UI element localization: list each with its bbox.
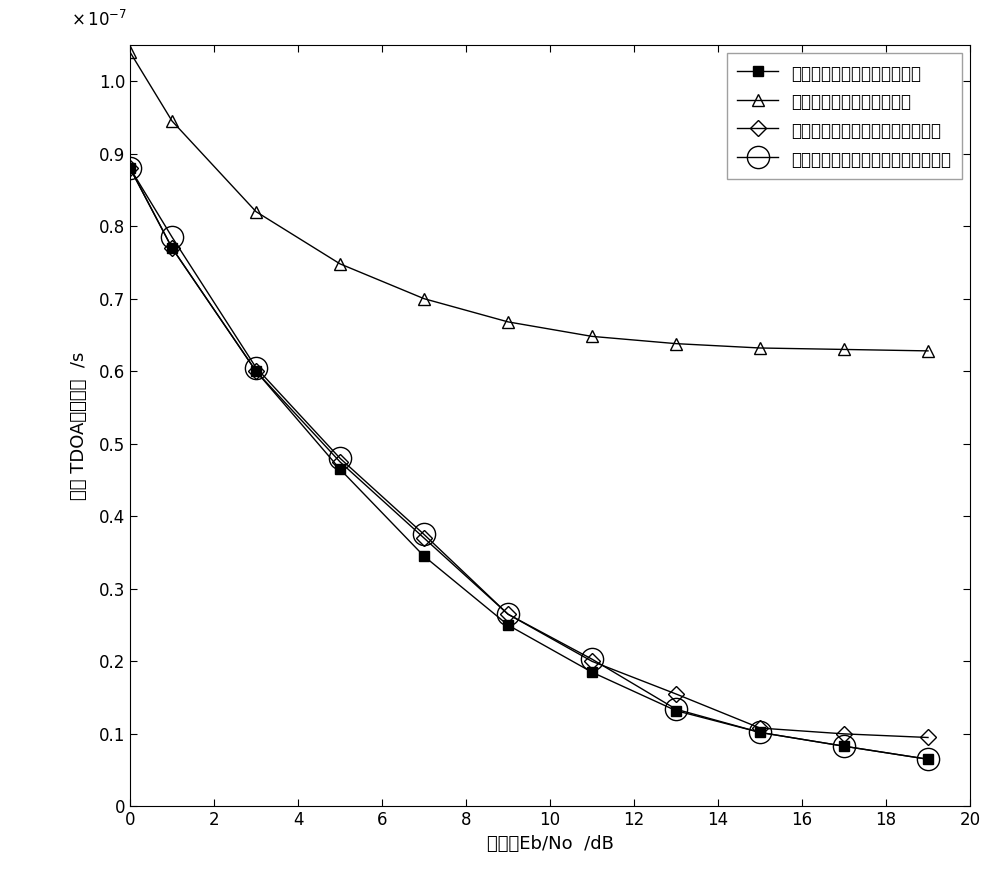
高时变信号基于运动补偿的估计方法 xyxy=(166,232,178,243)
高时变信号基于本发明的估计方法 xyxy=(838,728,850,739)
高时变信号基于本发明的估计方法 xyxy=(502,608,514,619)
高时变信号基于本发明的估计方法 xyxy=(124,163,136,174)
Text: $\times\,10^{-7}$: $\times\,10^{-7}$ xyxy=(71,10,127,30)
高时变信号基于互模糊方法 xyxy=(670,339,682,349)
高时变信号基于互模糊方法 xyxy=(250,206,262,217)
高时变信号基于运动补偿的估计方法 xyxy=(754,727,766,737)
非高时变信号基于互模糊方法 xyxy=(418,551,430,562)
高时变信号基于本发明的估计方法 xyxy=(670,689,682,700)
高时变信号基于运动补偿的估计方法 xyxy=(838,741,850,752)
高时变信号基于本发明的估计方法 xyxy=(166,243,178,254)
高时变信号基于互模糊方法 xyxy=(838,344,850,355)
高时变信号基于运动补偿的估计方法 xyxy=(418,529,430,539)
高时变信号基于互模糊方法 xyxy=(586,331,598,341)
高时变信号基于互模糊方法 xyxy=(502,316,514,327)
Line: 高时变信号基于本发明的估计方法: 高时变信号基于本发明的估计方法 xyxy=(124,162,934,743)
高时变信号基于互模糊方法 xyxy=(922,346,934,357)
高时变信号基于本发明的估计方法 xyxy=(754,723,766,734)
高时变信号基于互模糊方法 xyxy=(124,47,136,57)
高时变信号基于运动补偿的估计方法 xyxy=(250,362,262,373)
非高时变信号基于互模糊方法 xyxy=(838,741,850,752)
高时变信号基于运动补偿的估计方法 xyxy=(124,163,136,174)
非高时变信号基于互模糊方法 xyxy=(670,705,682,716)
非高时变信号基于互模糊方法 xyxy=(166,243,178,254)
X-axis label: 信噪比Eb/No  /dB: 信噪比Eb/No /dB xyxy=(487,835,613,853)
Line: 高时变信号基于运动补偿的估计方法: 高时变信号基于运动补偿的估计方法 xyxy=(119,157,939,771)
高时变信号基于运动补偿的估计方法 xyxy=(586,654,598,665)
Y-axis label: 时差 TDOA估计误差  /s: 时差 TDOA估计误差 /s xyxy=(70,351,88,500)
非高时变信号基于互模糊方法 xyxy=(250,366,262,376)
高时变信号基于互模糊方法 xyxy=(334,258,346,269)
Legend: 非高时变信号基于互模糊方法, 高时变信号基于互模糊方法, 高时变信号基于本发明的估计方法, 高时变信号基于运动补偿的估计方法: 非高时变信号基于互模糊方法, 高时变信号基于互模糊方法, 高时变信号基于本发明的… xyxy=(727,53,962,179)
非高时变信号基于互模糊方法 xyxy=(922,754,934,764)
非高时变信号基于互模糊方法 xyxy=(502,620,514,631)
高时变信号基于运动补偿的估计方法 xyxy=(922,754,934,764)
非高时变信号基于互模糊方法 xyxy=(124,163,136,174)
高时变信号基于运动补偿的估计方法 xyxy=(334,452,346,463)
高时变信号基于本发明的估计方法 xyxy=(586,656,598,667)
高时变信号基于本发明的估计方法 xyxy=(250,366,262,376)
高时变信号基于本发明的估计方法 xyxy=(334,456,346,467)
高时变信号基于运动补偿的估计方法 xyxy=(502,608,514,619)
高时变信号基于本发明的估计方法 xyxy=(418,532,430,543)
Line: 高时变信号基于互模糊方法: 高时变信号基于互模糊方法 xyxy=(124,47,934,357)
非高时变信号基于互模糊方法 xyxy=(586,667,598,677)
Line: 非高时变信号基于互模糊方法: 非高时变信号基于互模糊方法 xyxy=(125,163,933,764)
非高时变信号基于互模糊方法 xyxy=(334,464,346,475)
高时变信号基于运动补偿的估计方法 xyxy=(670,704,682,715)
高时变信号基于本发明的估计方法 xyxy=(922,732,934,743)
高时变信号基于互模糊方法 xyxy=(418,293,430,304)
高时变信号基于互模糊方法 xyxy=(166,116,178,126)
非高时变信号基于互模糊方法 xyxy=(754,727,766,737)
高时变信号基于互模糊方法 xyxy=(754,342,766,353)
